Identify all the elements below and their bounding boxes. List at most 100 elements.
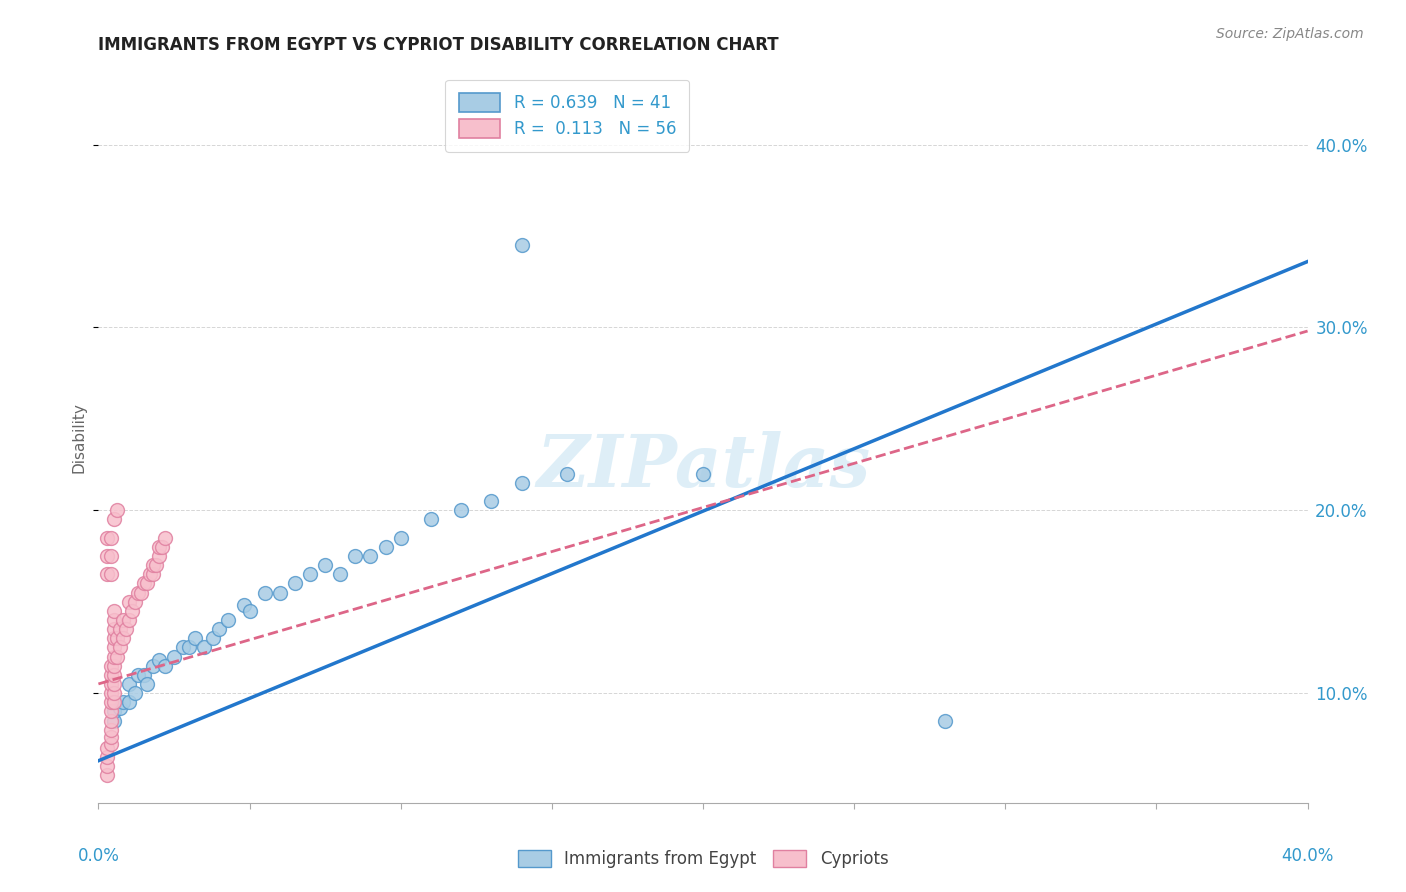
- Point: [111, 632, 134, 646]
- Point: [103, 677, 125, 691]
- Point: [105, 632, 128, 646]
- Point: [100, 705, 122, 719]
- Point: [96, 750, 118, 764]
- Point: [153, 658, 176, 673]
- Point: [100, 714, 122, 728]
- Point: [253, 585, 276, 599]
- Text: 40.0%: 40.0%: [1281, 847, 1334, 865]
- Point: [314, 558, 336, 573]
- Point: [118, 695, 141, 709]
- Point: [232, 599, 254, 613]
- Point: [103, 658, 125, 673]
- Point: [360, 549, 382, 563]
- Point: [108, 622, 131, 636]
- Point: [450, 503, 472, 517]
- Point: [148, 653, 170, 667]
- Point: [284, 576, 307, 591]
- Point: [148, 540, 170, 554]
- Point: [127, 585, 149, 599]
- Point: [114, 622, 136, 636]
- Text: IMMIGRANTS FROM EGYPT VS CYPRIOT DISABILITY CORRELATION CHART: IMMIGRANTS FROM EGYPT VS CYPRIOT DISABIL…: [98, 36, 779, 54]
- Point: [555, 467, 578, 481]
- Legend: R = 0.639   N = 41, R =  0.113   N = 56: R = 0.639 N = 41, R = 0.113 N = 56: [446, 79, 689, 152]
- Point: [269, 585, 291, 599]
- Point: [103, 705, 125, 719]
- Point: [510, 475, 533, 490]
- Point: [179, 640, 201, 655]
- Point: [96, 531, 118, 545]
- Point: [96, 567, 118, 582]
- Point: [108, 700, 131, 714]
- Point: [135, 677, 157, 691]
- Point: [172, 640, 194, 655]
- Point: [103, 604, 125, 618]
- Point: [142, 558, 165, 573]
- Y-axis label: Disability: Disability: [72, 401, 87, 473]
- Point: [208, 622, 231, 636]
- Point: [118, 677, 141, 691]
- Point: [344, 549, 367, 563]
- Point: [193, 640, 215, 655]
- Point: [118, 594, 141, 608]
- Point: [96, 740, 118, 755]
- Text: ZIPatlas: ZIPatlas: [536, 431, 870, 502]
- Point: [153, 531, 176, 545]
- Point: [142, 658, 165, 673]
- Point: [163, 649, 186, 664]
- Point: [100, 549, 122, 563]
- Point: [184, 632, 207, 646]
- Point: [111, 613, 134, 627]
- Point: [142, 567, 165, 582]
- Point: [103, 622, 125, 636]
- Point: [105, 649, 128, 664]
- Point: [510, 238, 533, 252]
- Point: [132, 576, 155, 591]
- Text: 0.0%: 0.0%: [77, 847, 120, 865]
- Point: [103, 640, 125, 655]
- Point: [127, 667, 149, 681]
- Point: [129, 585, 152, 599]
- Point: [96, 768, 118, 782]
- Point: [934, 714, 956, 728]
- Point: [100, 730, 122, 744]
- Legend: Immigrants from Egypt, Cypriots: Immigrants from Egypt, Cypriots: [510, 843, 896, 875]
- Point: [217, 613, 239, 627]
- Point: [103, 613, 125, 627]
- Point: [96, 549, 118, 563]
- Point: [145, 558, 167, 573]
- Point: [481, 494, 503, 508]
- Point: [329, 567, 352, 582]
- Point: [124, 594, 146, 608]
- Point: [103, 695, 125, 709]
- Point: [118, 613, 141, 627]
- Point: [103, 686, 125, 700]
- Point: [100, 567, 122, 582]
- Point: [420, 512, 443, 526]
- Point: [389, 531, 412, 545]
- Point: [100, 677, 122, 691]
- Point: [299, 567, 322, 582]
- Point: [100, 686, 122, 700]
- Point: [111, 695, 134, 709]
- Point: [100, 723, 122, 737]
- Point: [96, 759, 118, 773]
- Point: [374, 540, 396, 554]
- Point: [132, 667, 155, 681]
- Point: [108, 640, 131, 655]
- Point: [124, 686, 146, 700]
- Point: [150, 540, 173, 554]
- Point: [100, 695, 122, 709]
- Point: [100, 658, 122, 673]
- Point: [135, 576, 157, 591]
- Point: [103, 714, 125, 728]
- Point: [100, 667, 122, 681]
- Point: [103, 649, 125, 664]
- Point: [139, 567, 162, 582]
- Text: Source: ZipAtlas.com: Source: ZipAtlas.com: [1216, 27, 1364, 41]
- Point: [692, 467, 714, 481]
- Point: [103, 632, 125, 646]
- Point: [148, 549, 170, 563]
- Point: [103, 667, 125, 681]
- Point: [100, 531, 122, 545]
- Point: [239, 604, 262, 618]
